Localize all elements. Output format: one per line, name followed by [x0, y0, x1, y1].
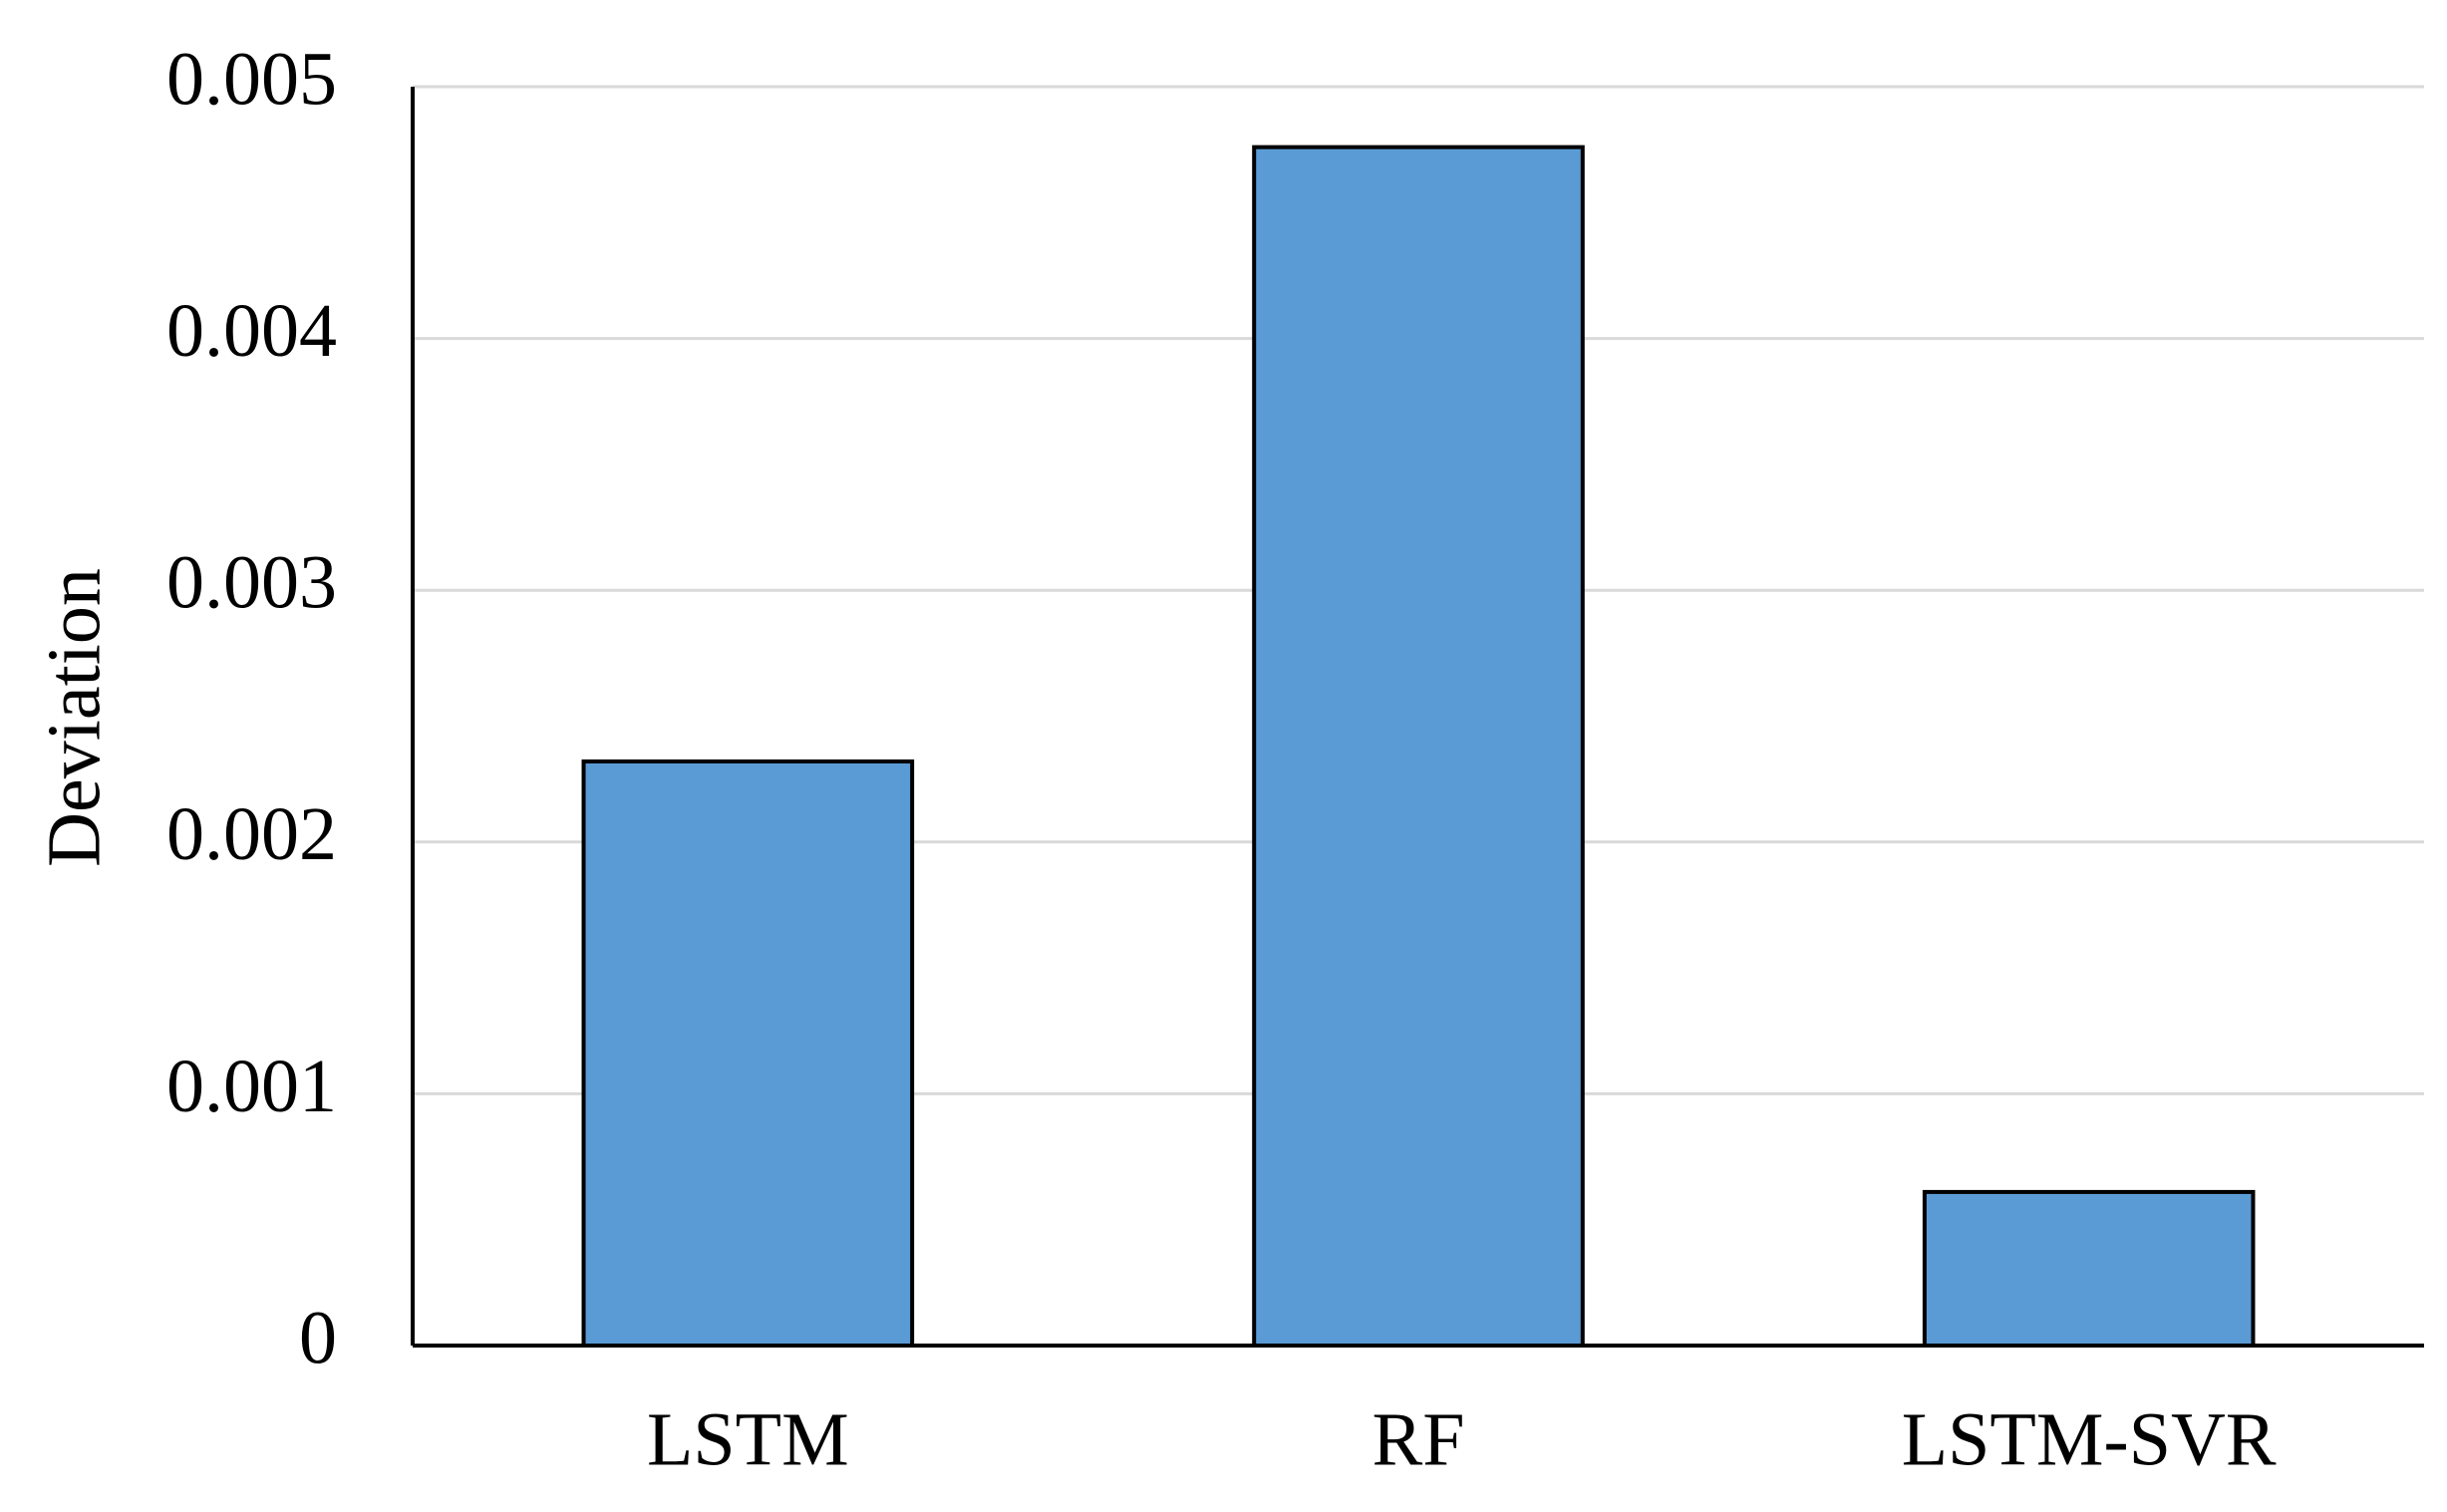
- y-tick-label: 0.004: [166, 289, 337, 373]
- y-tick-label: 0.001: [166, 1045, 337, 1128]
- x-tick-label: LSTM: [647, 1397, 849, 1481]
- y-axis-label: Deviation: [32, 568, 116, 867]
- x-tick-label: LSTM-SVR: [1902, 1397, 2277, 1481]
- y-tick-label: 0.003: [166, 541, 337, 625]
- x-tick-label: RF: [1373, 1397, 1465, 1481]
- bar: [1252, 145, 1585, 1348]
- y-tick-label: 0.005: [166, 37, 337, 121]
- y-tick-label: 0.002: [166, 792, 337, 876]
- bar: [581, 758, 915, 1348]
- bar: [1922, 1189, 2256, 1348]
- y-tick-label: 0: [299, 1296, 337, 1379]
